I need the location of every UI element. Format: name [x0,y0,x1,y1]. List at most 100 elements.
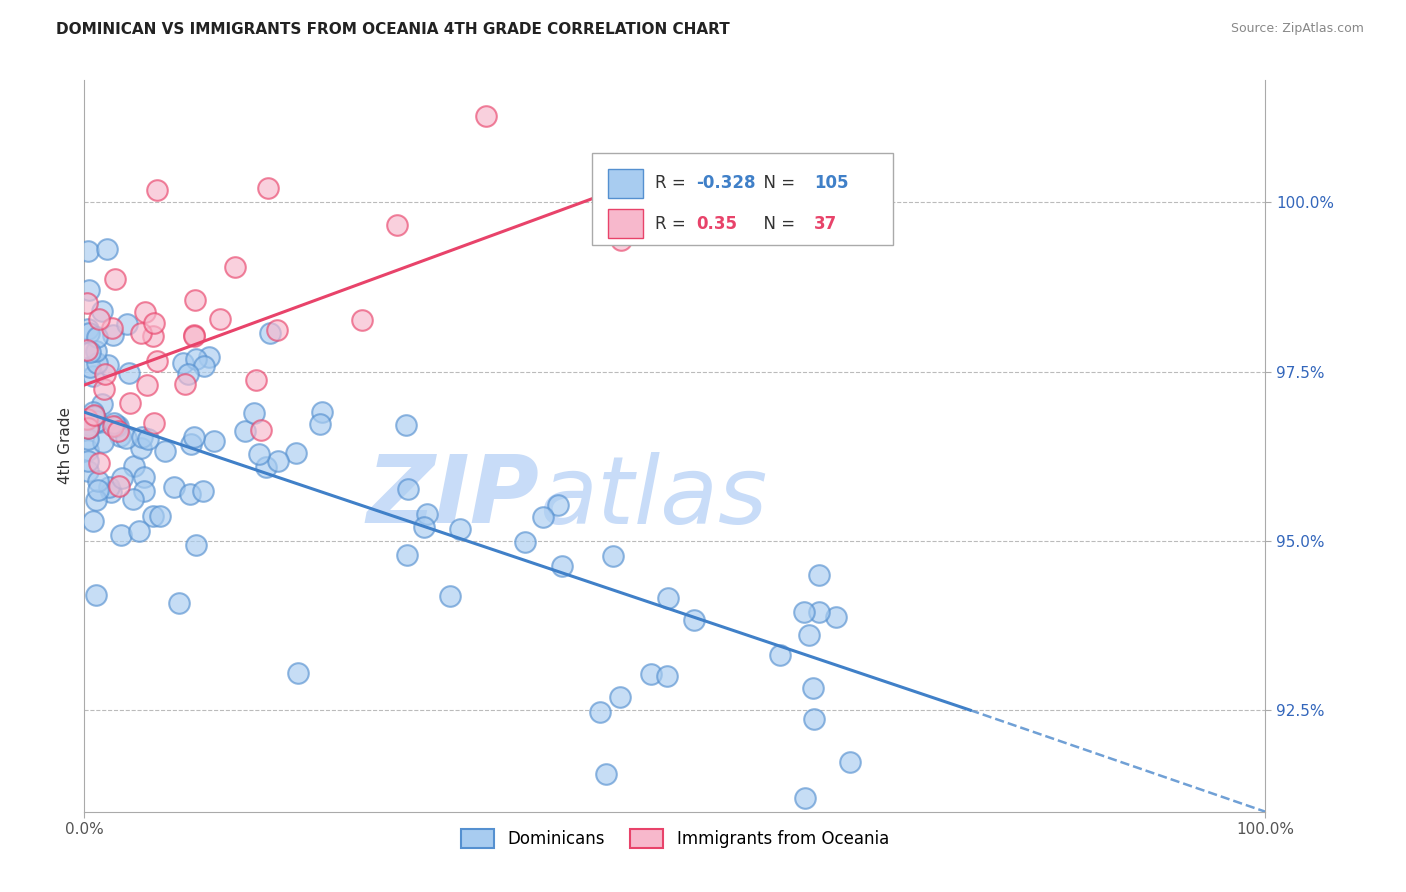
Point [167,596,190,610]
Point [87,456,110,470]
FancyBboxPatch shape [607,169,643,198]
Point [531,509,554,524]
Point [77,453,100,467]
Text: R =: R = [655,215,690,233]
Point [396,482,419,496]
Point [838,755,860,769]
Point [395,548,418,562]
Point [173,377,195,392]
Point [547,499,569,513]
Point [83,408,105,422]
Point [84,343,107,358]
Text: DOMINICAN VS IMMIGRANTS FROM OCEANIA 4TH GRADE CORRELATION CHART: DOMINICAN VS IMMIGRANTS FROM OCEANIA 4TH… [56,22,730,37]
Point [807,605,830,619]
Point [104,272,127,286]
Point [77,443,100,458]
Point [142,509,165,524]
Point [794,791,817,805]
Point [475,109,498,123]
Point [259,326,281,340]
Point [103,328,125,343]
Point [233,425,256,439]
Point [96,243,118,257]
Point [309,417,332,431]
Point [551,559,574,574]
FancyBboxPatch shape [607,209,643,238]
Point [82,405,104,419]
Text: ZIP: ZIP [366,451,538,543]
Point [395,418,418,433]
Point [93,382,115,396]
Point [589,705,612,719]
Point [108,478,131,492]
Point [254,460,277,475]
Point [183,328,205,343]
Point [149,509,172,524]
Point [87,311,110,326]
Point [439,590,461,604]
Text: R =: R = [655,175,690,193]
Point [208,311,231,326]
Point [186,538,208,552]
Point [311,405,333,419]
Point [640,667,662,681]
Point [87,475,110,489]
Point [128,524,150,539]
Point [84,415,107,429]
Point [769,648,792,662]
Point [808,567,831,582]
FancyBboxPatch shape [592,153,893,244]
Point [267,454,290,468]
Point [96,358,118,372]
Point [183,327,205,342]
Point [76,343,98,358]
Text: 0.35: 0.35 [696,215,737,233]
Point [90,397,112,411]
Point [91,434,114,449]
Point [610,233,633,247]
Point [107,419,129,434]
Point [184,293,207,307]
Point [132,470,155,484]
Point [602,549,624,564]
Point [94,368,117,382]
Point [416,507,439,521]
Point [111,471,134,485]
Point [136,432,159,446]
Point [412,520,434,534]
Point [179,487,201,501]
Point [76,296,98,310]
Point [193,359,215,374]
Legend: Dominicans, Immigrants from Oceania: Dominicans, Immigrants from Oceania [454,822,896,855]
Point [191,483,214,498]
Point [449,522,471,536]
Point [134,305,156,319]
Point [224,260,246,274]
Point [77,433,100,447]
Point [104,418,127,433]
Point [184,352,207,367]
Point [143,316,166,330]
Point [82,369,104,384]
Point [131,430,153,444]
Point [142,329,165,343]
Point [86,356,108,370]
Text: Source: ZipAtlas.com: Source: ZipAtlas.com [1230,22,1364,36]
Point [77,464,100,478]
Point [385,218,408,232]
Point [132,484,155,499]
Point [77,283,100,297]
Point [118,367,141,381]
Point [129,441,152,455]
Point [515,535,537,549]
Point [682,613,704,627]
Point [84,492,107,507]
Point [98,480,121,494]
Point [793,605,815,619]
Point [198,350,221,364]
Point [101,419,124,434]
Point [108,429,131,443]
Point [153,443,176,458]
Point [77,421,100,435]
Point [86,330,108,344]
